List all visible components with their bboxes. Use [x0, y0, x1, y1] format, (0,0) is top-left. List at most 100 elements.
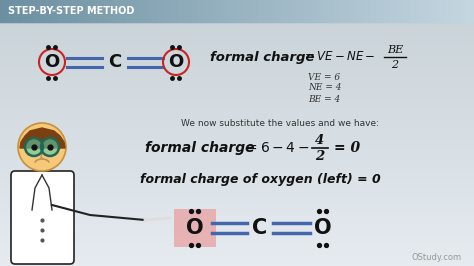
Bar: [0, 192, 474, 193]
Bar: [0, 53, 474, 54]
Bar: [0, 39, 474, 40]
Bar: [0, 181, 474, 182]
Bar: [0, 1, 474, 2]
Bar: [0, 93, 474, 94]
Bar: [0, 202, 474, 203]
Bar: [0, 168, 474, 169]
Bar: [0, 10, 474, 11]
Bar: [0, 7, 474, 8]
Bar: [0, 47, 474, 48]
Bar: [0, 207, 474, 208]
Bar: [0, 22, 474, 23]
Bar: [0, 131, 474, 132]
Bar: [0, 160, 474, 161]
Bar: [0, 97, 474, 98]
Bar: [0, 5, 474, 6]
Bar: [0, 238, 474, 239]
Bar: [0, 253, 474, 254]
Text: $= 6 - 4 -$: $= 6 - 4 -$: [243, 141, 310, 155]
Bar: [0, 56, 474, 57]
Bar: [0, 57, 474, 58]
Circle shape: [41, 138, 59, 156]
Bar: [0, 235, 474, 236]
Bar: [0, 15, 474, 16]
Bar: [0, 204, 474, 205]
Bar: [0, 203, 474, 204]
Bar: [0, 8, 474, 9]
Bar: [0, 55, 474, 56]
Bar: [0, 185, 474, 186]
Bar: [0, 121, 474, 122]
Bar: [0, 40, 474, 41]
Bar: [0, 226, 474, 227]
Bar: [0, 177, 474, 178]
Bar: [0, 81, 474, 82]
Bar: [0, 75, 474, 76]
Text: STEP-BY-STEP METHOD: STEP-BY-STEP METHOD: [8, 6, 134, 16]
Bar: [0, 127, 474, 128]
Bar: [0, 149, 474, 150]
Bar: [0, 80, 474, 81]
Text: 2: 2: [315, 149, 325, 163]
Text: $= VE - NE -$: $= VE - NE -$: [302, 51, 375, 64]
Bar: [0, 215, 474, 216]
Text: OStudy.com: OStudy.com: [412, 253, 462, 263]
Bar: [0, 13, 474, 14]
Bar: [0, 255, 474, 256]
Bar: [0, 262, 474, 263]
Bar: [0, 96, 474, 97]
Bar: [0, 264, 474, 265]
Bar: [0, 102, 474, 103]
Bar: [0, 67, 474, 68]
Bar: [0, 12, 474, 13]
Text: 4: 4: [315, 134, 325, 147]
Bar: [0, 122, 474, 123]
Bar: [0, 120, 474, 121]
Bar: [0, 101, 474, 102]
Bar: [0, 58, 474, 59]
Text: We now substitute the values and we have:: We now substitute the values and we have…: [181, 118, 379, 127]
Bar: [0, 161, 474, 162]
Bar: [0, 107, 474, 108]
Text: O: O: [186, 218, 204, 238]
Bar: [0, 25, 474, 26]
Text: formal charge: formal charge: [145, 141, 255, 155]
Bar: [0, 136, 474, 137]
Bar: [0, 110, 474, 111]
Bar: [0, 252, 474, 253]
Text: VE = 6: VE = 6: [308, 73, 340, 81]
Bar: [0, 162, 474, 163]
Bar: [0, 59, 474, 60]
Bar: [0, 163, 474, 164]
Bar: [0, 134, 474, 135]
Bar: [0, 234, 474, 235]
Bar: [0, 11, 474, 12]
Bar: [0, 221, 474, 222]
Bar: [0, 146, 474, 147]
Bar: [0, 142, 474, 143]
Bar: [0, 79, 474, 80]
Bar: [0, 216, 474, 217]
Bar: [0, 169, 474, 170]
Bar: [0, 157, 474, 158]
Bar: [0, 151, 474, 152]
Bar: [0, 143, 474, 144]
Bar: [0, 60, 474, 61]
Bar: [0, 87, 474, 88]
Bar: [0, 76, 474, 77]
Bar: [0, 112, 474, 113]
Bar: [0, 61, 474, 62]
Bar: [0, 129, 474, 130]
Bar: [0, 239, 474, 240]
Bar: [0, 220, 474, 221]
Bar: [0, 183, 474, 184]
Bar: [0, 72, 474, 73]
Text: NE = 4: NE = 4: [308, 84, 341, 93]
Bar: [0, 145, 474, 146]
Text: formal charge of oxygen (left) = 0: formal charge of oxygen (left) = 0: [140, 173, 380, 186]
Bar: [0, 54, 474, 55]
Bar: [0, 35, 474, 36]
Bar: [0, 148, 474, 149]
Circle shape: [25, 138, 43, 156]
Text: O: O: [45, 53, 60, 71]
